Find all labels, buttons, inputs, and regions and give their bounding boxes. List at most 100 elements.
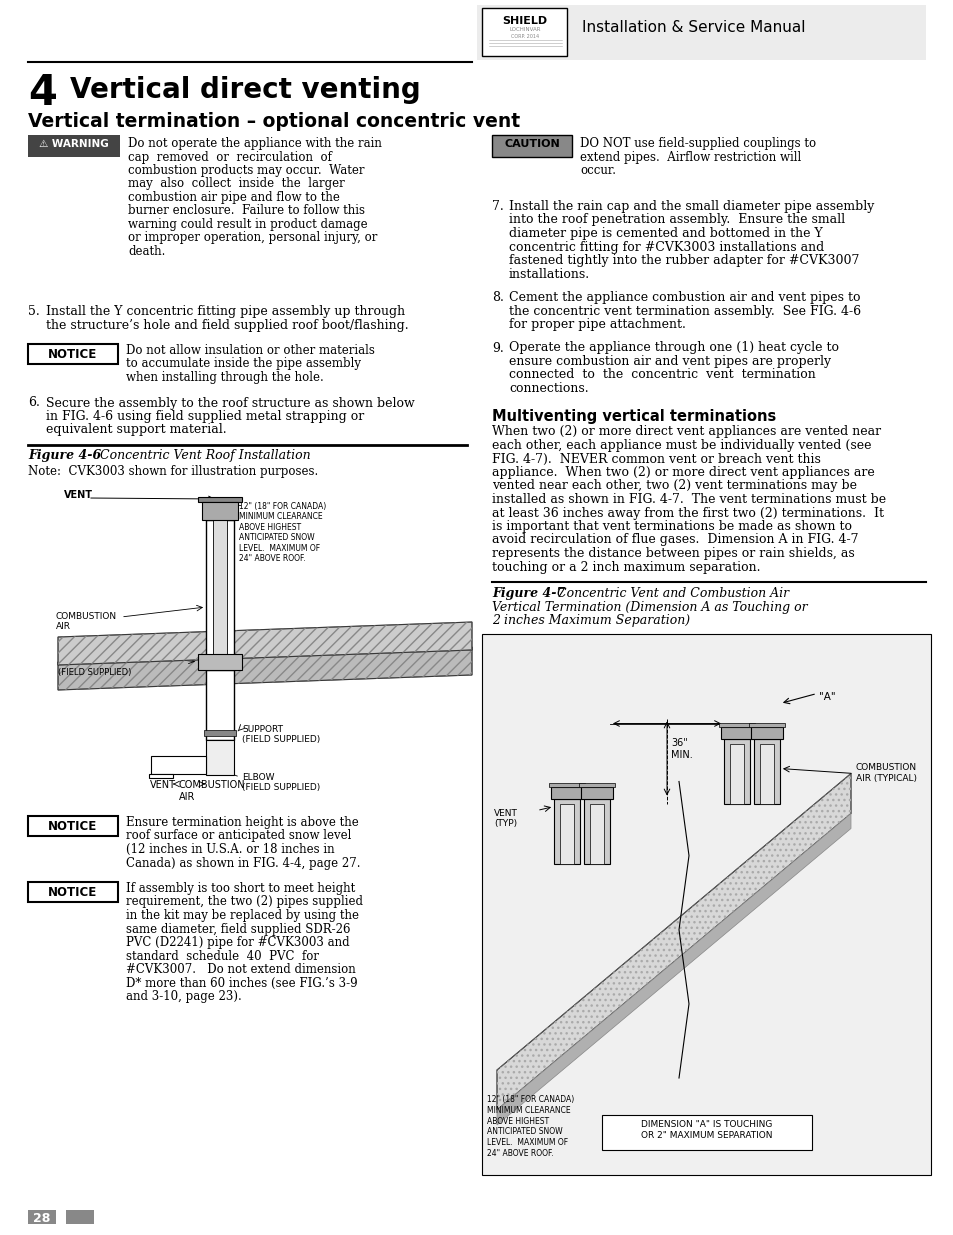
Text: Canada) as shown in FIG. 4-4, page 27.: Canada) as shown in FIG. 4-4, page 27. (126, 857, 360, 869)
Text: NOTICE: NOTICE (49, 885, 97, 899)
Text: represents the distance between pipes or rain shields, as: represents the distance between pipes or… (492, 547, 854, 559)
Text: Figure 4-6: Figure 4-6 (28, 450, 101, 462)
Bar (206, 520, 233, 662)
Text: Note:  CVK3003 shown for illustration purposes.: Note: CVK3003 shown for illustration pur… (28, 464, 318, 478)
Text: roof surface or anticipated snow level: roof surface or anticipated snow level (126, 830, 351, 842)
Text: avoid recirculation of flue gases.  Dimension A in FIG. 4-7: avoid recirculation of flue gases. Dimen… (492, 534, 858, 547)
Text: FIG. 4-7).  NEVER common vent or breach vent this: FIG. 4-7). NEVER common vent or breach v… (492, 452, 820, 466)
Bar (551, 787, 582, 799)
Bar (554, 799, 579, 863)
Text: or improper operation, personal injury, or: or improper operation, personal injury, … (128, 231, 377, 245)
Text: at least 36 inches away from the first two (2) terminations.  It: at least 36 inches away from the first t… (492, 506, 883, 520)
Text: When two (2) or more direct vent appliances are vented near: When two (2) or more direct vent applian… (492, 426, 881, 438)
Bar (476, 5, 925, 61)
Text: into the roof penetration assembly.  Ensure the small: into the roof penetration assembly. Ensu… (509, 214, 844, 226)
Bar (198, 655, 242, 671)
Text: requirement, the two (2) pipes supplied: requirement, the two (2) pipes supplied (126, 895, 363, 909)
Bar (750, 726, 782, 739)
Polygon shape (497, 773, 850, 1110)
Text: Vertical Termination (Dimension A as Touching or: Vertical Termination (Dimension A as Tou… (492, 600, 807, 614)
Text: Operate the appliance through one (1) heat cycle to: Operate the appliance through one (1) he… (509, 342, 838, 354)
Bar (206, 740, 233, 776)
Text: Install the rain cap and the small diameter pipe assembly: Install the rain cap and the small diame… (509, 200, 874, 212)
Text: installations.: installations. (509, 268, 590, 280)
Text: NOTICE: NOTICE (49, 820, 97, 832)
Text: equivalent support material.: equivalent support material. (46, 424, 227, 436)
Text: Concentric Vent and Combustion Air: Concentric Vent and Combustion Air (557, 587, 788, 600)
Text: (12 inches in U.S.A. or 18 inches in: (12 inches in U.S.A. or 18 inches in (126, 844, 335, 856)
Text: 12" (18" FOR CANADA)
MINIMUM CLEARANCE
ABOVE HIGHEST
ANTICIPATED SNOW
LEVEL.  MA: 12" (18" FOR CANADA) MINIMUM CLEARANCE A… (239, 501, 326, 563)
Text: COMBUSTION
AIR: COMBUSTION AIR (179, 781, 245, 802)
Polygon shape (58, 622, 472, 664)
Text: 2 inches Maximum Separation): 2 inches Maximum Separation) (492, 614, 689, 627)
Text: D* more than 60 inches (see FIG.’s 3-9: D* more than 60 inches (see FIG.’s 3-9 (126, 977, 357, 989)
Bar (589, 804, 603, 863)
Bar (28, 345, 118, 364)
Text: VENT
(TYP): VENT (TYP) (494, 809, 517, 827)
Text: appliance.  When two (2) or more direct vent appliances are: appliance. When two (2) or more direct v… (492, 466, 874, 479)
Text: for proper pipe attachment.: for proper pipe attachment. (509, 317, 685, 331)
Bar (481, 634, 930, 1174)
Text: CORP. 2014: CORP. 2014 (511, 35, 538, 40)
Text: 5.: 5. (28, 305, 40, 317)
Polygon shape (497, 814, 850, 1125)
Text: installed as shown in FIG. 4-7.  The vent terminations must be: installed as shown in FIG. 4-7. The vent… (492, 493, 885, 506)
Text: in FIG. 4-6 using field supplied metal strapping or: in FIG. 4-6 using field supplied metal s… (46, 410, 364, 424)
Text: Concentric Vent Roof Installation: Concentric Vent Roof Installation (100, 450, 311, 462)
Text: 7.: 7. (492, 200, 503, 212)
Bar (719, 722, 754, 726)
Text: Figure 4-7: Figure 4-7 (492, 587, 565, 600)
Text: COMBUSTION
AIR: COMBUSTION AIR (56, 613, 117, 631)
Text: Install the Y concentric fitting pipe assembly up through: Install the Y concentric fitting pipe as… (46, 305, 405, 317)
Text: SHIELD: SHIELD (502, 16, 547, 26)
Text: "A": "A" (818, 692, 835, 701)
Text: cap  removed  or  recirculation  of: cap removed or recirculation of (128, 151, 332, 163)
Bar (206, 671, 233, 740)
Bar (28, 882, 118, 902)
Text: Multiventing vertical terminations: Multiventing vertical terminations (492, 410, 776, 425)
Bar (760, 743, 773, 804)
Text: ⚠ WARNING: ⚠ WARNING (39, 140, 109, 149)
Text: may  also  collect  inside  the  larger: may also collect inside the larger (128, 178, 344, 190)
Bar (66, 1210, 94, 1224)
Text: CAUTION: CAUTION (503, 140, 559, 149)
Bar (151, 756, 206, 774)
Text: touching or a 2 inch maximum separation.: touching or a 2 inch maximum separation. (492, 561, 760, 573)
Bar (601, 1115, 811, 1150)
Text: standard  schedule  40  PVC  for: standard schedule 40 PVC for (126, 950, 318, 962)
Text: DIMENSION "A" IS TOUCHING
OR 2" MAXIMUM SEPARATION: DIMENSION "A" IS TOUCHING OR 2" MAXIMUM … (640, 1120, 772, 1140)
Text: warning could result in product damage: warning could result in product damage (128, 219, 367, 231)
Text: connected  to  the  concentric  vent  termination: connected to the concentric vent termina… (509, 368, 815, 382)
Bar (213, 520, 227, 657)
Text: to accumulate inside the pipe assembly: to accumulate inside the pipe assembly (126, 357, 360, 370)
Text: concentric fitting for #CVK3003 installations and: concentric fitting for #CVK3003 installa… (509, 241, 823, 253)
Bar (548, 783, 584, 787)
Text: vented near each other, two (2) vent terminations may be: vented near each other, two (2) vent ter… (492, 479, 856, 493)
Text: ELBOW
(FIELD SUPPLIED): ELBOW (FIELD SUPPLIED) (242, 773, 320, 793)
Text: diameter pipe is cemented and bottomed in the Y: diameter pipe is cemented and bottomed i… (509, 227, 821, 240)
Text: 8.: 8. (492, 291, 503, 304)
Text: 4: 4 (28, 72, 57, 114)
Text: #CVK3007.   Do not extend dimension: #CVK3007. Do not extend dimension (126, 963, 355, 976)
Bar (28, 816, 118, 836)
Text: 36"
MIN.: 36" MIN. (670, 739, 692, 760)
Text: Do not allow insulation or other materials: Do not allow insulation or other materia… (126, 345, 375, 357)
Text: occur.: occur. (579, 164, 616, 177)
Bar (723, 739, 749, 804)
Bar (729, 743, 743, 804)
Bar (559, 804, 574, 863)
Polygon shape (58, 647, 472, 690)
Text: ROOF BOOT /
FLASHING
(FIELD SUPPLIED): ROOF BOOT / FLASHING (FIELD SUPPLIED) (58, 647, 132, 677)
Bar (753, 739, 780, 804)
Text: burner enclosure.  Failure to follow this: burner enclosure. Failure to follow this (128, 205, 365, 217)
Text: If assembly is too short to meet height: If assembly is too short to meet height (126, 882, 355, 895)
Text: DO NOT use field-supplied couplings to: DO NOT use field-supplied couplings to (579, 137, 815, 149)
Text: is important that vent terminations be made as shown to: is important that vent terminations be m… (492, 520, 851, 534)
Text: Ensure termination height is above the: Ensure termination height is above the (126, 816, 358, 829)
Text: extend pipes.  Airflow restriction will: extend pipes. Airflow restriction will (579, 151, 801, 163)
Text: in the kit may be replaced by using the: in the kit may be replaced by using the (126, 909, 358, 923)
Text: Secure the assembly to the roof structure as shown below: Secure the assembly to the roof structur… (46, 396, 415, 410)
Text: 12" (18" FOR CANADA)
MINIMUM CLEARANCE
ABOVE HIGHEST
ANTICIPATED SNOW
LEVEL.  MA: 12" (18" FOR CANADA) MINIMUM CLEARANCE A… (486, 1095, 574, 1157)
Bar (748, 722, 784, 726)
Text: Installation & Service Manual: Installation & Service Manual (581, 20, 804, 35)
